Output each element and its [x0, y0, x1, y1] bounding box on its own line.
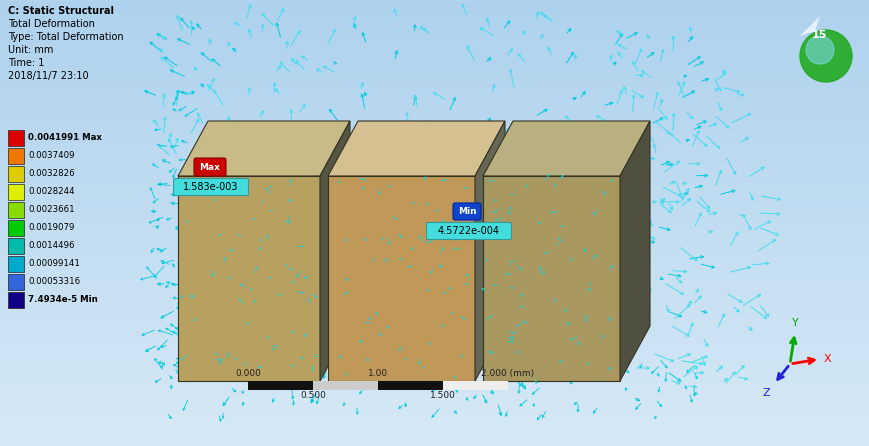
Text: 2018/11/7 23:10: 2018/11/7 23:10: [8, 71, 89, 81]
Bar: [8, 166, 24, 182]
Text: Total Deformation: Total Deformation: [8, 19, 95, 29]
Polygon shape: [178, 176, 320, 381]
Bar: [248, 381, 313, 390]
Text: 0.0037409: 0.0037409: [28, 152, 75, 161]
FancyBboxPatch shape: [194, 158, 226, 176]
Polygon shape: [483, 176, 620, 381]
Bar: [443, 381, 508, 390]
Text: 0.500: 0.500: [300, 391, 326, 400]
Bar: [8, 220, 24, 236]
Polygon shape: [800, 16, 820, 36]
Bar: [8, 202, 24, 218]
Text: Type: Total Deformation: Type: Total Deformation: [8, 32, 123, 42]
Text: 0.0014496: 0.0014496: [28, 241, 75, 251]
Polygon shape: [620, 121, 650, 381]
Bar: [8, 292, 24, 308]
Polygon shape: [328, 176, 475, 381]
Text: 0.0019079: 0.0019079: [28, 223, 75, 232]
Bar: [8, 238, 24, 254]
Text: X: X: [824, 354, 832, 364]
Bar: [8, 274, 24, 290]
Text: 1.00: 1.00: [368, 369, 388, 378]
FancyBboxPatch shape: [453, 203, 481, 220]
Text: 7.4934e-5 Min: 7.4934e-5 Min: [28, 296, 97, 305]
Text: 0.0028244: 0.0028244: [28, 187, 75, 197]
Text: 0.000: 0.000: [235, 369, 261, 378]
Polygon shape: [328, 121, 505, 176]
Bar: [8, 148, 24, 164]
Polygon shape: [178, 121, 350, 176]
Text: Time: 1: Time: 1: [8, 58, 44, 68]
Text: Min: Min: [458, 207, 476, 216]
Polygon shape: [475, 121, 505, 381]
Text: 1.500: 1.500: [430, 391, 456, 400]
Text: 0.00099141: 0.00099141: [28, 260, 80, 268]
Text: 0.0023661: 0.0023661: [28, 206, 75, 215]
Text: Y: Y: [792, 318, 799, 328]
Bar: [313, 381, 378, 390]
Text: 1.583e-003: 1.583e-003: [183, 182, 239, 192]
Text: 2.000 (mm): 2.000 (mm): [481, 369, 534, 378]
Text: Z: Z: [762, 388, 770, 398]
FancyBboxPatch shape: [427, 223, 512, 240]
Text: 0.00053316: 0.00053316: [28, 277, 80, 286]
Text: 0.0032826: 0.0032826: [28, 169, 75, 178]
Text: C: Static Structural: C: Static Structural: [8, 6, 114, 16]
Text: 4.5722e-004: 4.5722e-004: [438, 226, 500, 236]
Text: 0.0041991 Max: 0.0041991 Max: [28, 133, 102, 143]
Polygon shape: [320, 121, 350, 381]
Polygon shape: [483, 121, 650, 176]
Text: Max: Max: [200, 162, 221, 172]
Text: Unit: mm: Unit: mm: [8, 45, 53, 55]
FancyBboxPatch shape: [174, 178, 249, 195]
Circle shape: [806, 36, 834, 64]
Text: 15: 15: [812, 30, 827, 40]
Circle shape: [800, 30, 852, 82]
Bar: [8, 130, 24, 146]
Bar: [378, 381, 443, 390]
Bar: [8, 256, 24, 272]
Bar: [8, 184, 24, 200]
